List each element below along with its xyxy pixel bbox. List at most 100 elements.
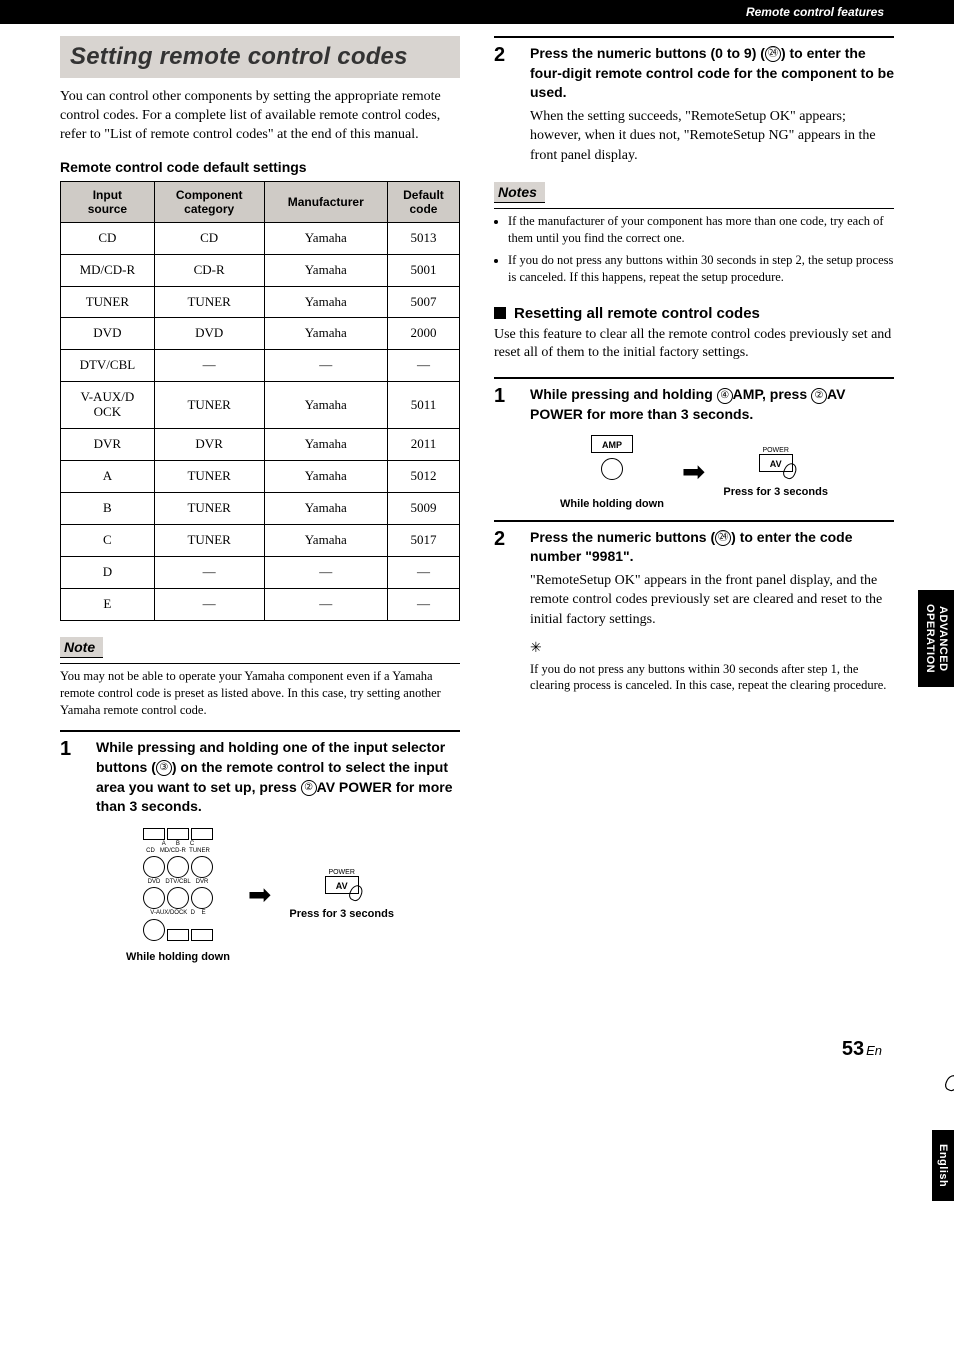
rstep1-a: While pressing and holding <box>530 386 717 402</box>
diag1-press-label: Press for 3 seconds <box>289 908 394 920</box>
notes-list: If the manufacturer of your component ha… <box>494 213 894 287</box>
table-cell: DTV/CBL <box>61 350 155 382</box>
page-content: Setting remote control codes You can con… <box>0 24 954 1003</box>
table-row: E——— <box>61 588 460 620</box>
table-cell: 5011 <box>387 382 459 429</box>
reset-step-1-number: 1 <box>494 385 514 424</box>
table-cell: E <box>61 588 155 620</box>
table-cell: — <box>264 350 387 382</box>
table-cell: Yamaha <box>264 254 387 286</box>
side-tab-advanced-a: ADVANCED <box>937 606 949 672</box>
table-row: BTUNERYamaha5009 <box>61 493 460 525</box>
table-cell: TUNER <box>154 286 264 318</box>
diagram-2: AMP While holding down ➡ POWER AV Press … <box>494 435 894 510</box>
reset-step-2-body: Press the numeric buttons (㉔) to enter t… <box>530 528 894 630</box>
av-button-icon-2: AV <box>759 454 793 472</box>
table-row: CDCDYamaha5013 <box>61 222 460 254</box>
table-row: TUNERTUNERYamaha5007 <box>61 286 460 318</box>
remote-selector-diagram: A B C CD MD/CD-R TUNER DVD DTV/CBL DVR V… <box>126 827 230 963</box>
table-cell: D <box>61 556 155 588</box>
side-tab-advanced-b: OPERATION <box>924 604 936 673</box>
step-2-number: 2 <box>494 44 514 166</box>
page-number-suffix: En <box>866 1043 882 1058</box>
step1-txt-c: AV POWER <box>317 779 392 795</box>
table-cell: Yamaha <box>264 525 387 557</box>
left-column: Setting remote control codes You can con… <box>60 36 460 963</box>
table-cell: CD-R <box>154 254 264 286</box>
notes-list-item: If you do not press any buttons within 3… <box>508 252 894 287</box>
tip-block: ✳ If you do not press any buttons within… <box>530 636 894 695</box>
table-row: D——— <box>61 556 460 588</box>
note-section: Note You may not be able to operate your… <box>60 621 460 719</box>
tip-icon: ✳ <box>530 640 542 657</box>
table-cell: A <box>61 461 155 493</box>
table-cell: DVR <box>154 429 264 461</box>
diag2-hold-label: While holding down <box>560 498 664 510</box>
table-title: Remote control code default settings <box>60 159 460 175</box>
circled-2-icon: ② <box>301 780 317 796</box>
table-cell: Yamaha <box>264 382 387 429</box>
table-cell: — <box>154 588 264 620</box>
tip-text: If you do not press any buttons within 3… <box>530 661 894 695</box>
step-1-number: 1 <box>60 738 80 816</box>
note-label: Note <box>60 637 103 658</box>
table-cell: C <box>61 525 155 557</box>
table-cell: B <box>61 493 155 525</box>
section-title: Setting remote control codes <box>60 36 460 78</box>
step-1: 1 While pressing and holding one of the … <box>60 730 460 816</box>
table-cell: Yamaha <box>264 286 387 318</box>
table-cell: TUNER <box>154 461 264 493</box>
table-cell: — <box>154 556 264 588</box>
default-codes-table: InputsourceComponentcategoryManufacturer… <box>60 181 460 621</box>
table-header-cell: Manufacturer <box>264 181 387 222</box>
table-cell: 5007 <box>387 286 459 318</box>
page-number-value: 53 <box>842 1038 864 1060</box>
right-column: 2 Press the numeric buttons (0 to 9) (㉔)… <box>494 36 894 963</box>
note-text: You may not be able to operate your Yama… <box>60 668 460 719</box>
reset-step-1: 1 While pressing and holding ④AMP, press… <box>494 377 894 424</box>
table-cell: TUNER <box>154 493 264 525</box>
arrow-right-icon: ➡ <box>248 878 271 912</box>
step2-txt-a: Press the numeric buttons (0 to 9) ( <box>530 45 765 61</box>
table-cell: — <box>154 350 264 382</box>
table-cell: Yamaha <box>264 222 387 254</box>
square-bullet-icon <box>494 307 506 319</box>
reset-step-2-number: 2 <box>494 528 514 630</box>
table-cell: 2011 <box>387 429 459 461</box>
page-number: 53En <box>842 1038 882 1061</box>
diag2-power-label: POWER <box>723 447 828 454</box>
table-cell: — <box>264 588 387 620</box>
table-row: V-AUX/DOCKTUNERYamaha5011 <box>61 382 460 429</box>
step-2-plain: When the setting succeeds, "RemoteSetup … <box>530 107 894 166</box>
header-black-bar: Remote control features <box>0 0 954 24</box>
table-row: CTUNERYamaha5017 <box>61 525 460 557</box>
table-cell: CD <box>154 222 264 254</box>
table-cell: CD <box>61 222 155 254</box>
rstep1-c: , press <box>762 386 811 402</box>
step-2-body: Press the numeric buttons (0 to 9) (㉔) t… <box>530 44 894 166</box>
notes-section: Notes If the manufacturer of your compon… <box>494 166 894 287</box>
amp-button-label: AMP <box>591 435 633 453</box>
table-cell: 2000 <box>387 318 459 350</box>
table-row: DVDDVDYamaha2000 <box>61 318 460 350</box>
rstep1-b: AMP <box>733 386 762 402</box>
side-tab-advanced: ADVANCED OPERATION <box>918 590 954 687</box>
power-av-diagram: POWER AV Press for 3 seconds <box>289 869 394 920</box>
amp-button-diagram: AMP While holding down <box>560 435 664 510</box>
table-cell: Yamaha <box>264 461 387 493</box>
table-cell: — <box>387 588 459 620</box>
table-header-cell: Componentcategory <box>154 181 264 222</box>
reset-step-1-body: While pressing and holding ④AMP, press ②… <box>530 385 894 424</box>
rstep1-e: for more than 3 seconds. <box>583 406 753 422</box>
table-cell: DVD <box>61 318 155 350</box>
table-cell: Yamaha <box>264 429 387 461</box>
circled-2b-icon: ② <box>811 388 827 404</box>
table-cell: — <box>387 350 459 382</box>
table-cell: — <box>264 556 387 588</box>
table-cell: V-AUX/DOCK <box>61 382 155 429</box>
table-cell: 5001 <box>387 254 459 286</box>
diag1-power-label: POWER <box>289 869 394 876</box>
circled-4-icon: ④ <box>717 388 733 404</box>
table-body: CDCDYamaha5013MD/CD-RCD-RYamaha5001TUNER… <box>61 222 460 620</box>
av-button-icon: AV <box>325 876 359 894</box>
